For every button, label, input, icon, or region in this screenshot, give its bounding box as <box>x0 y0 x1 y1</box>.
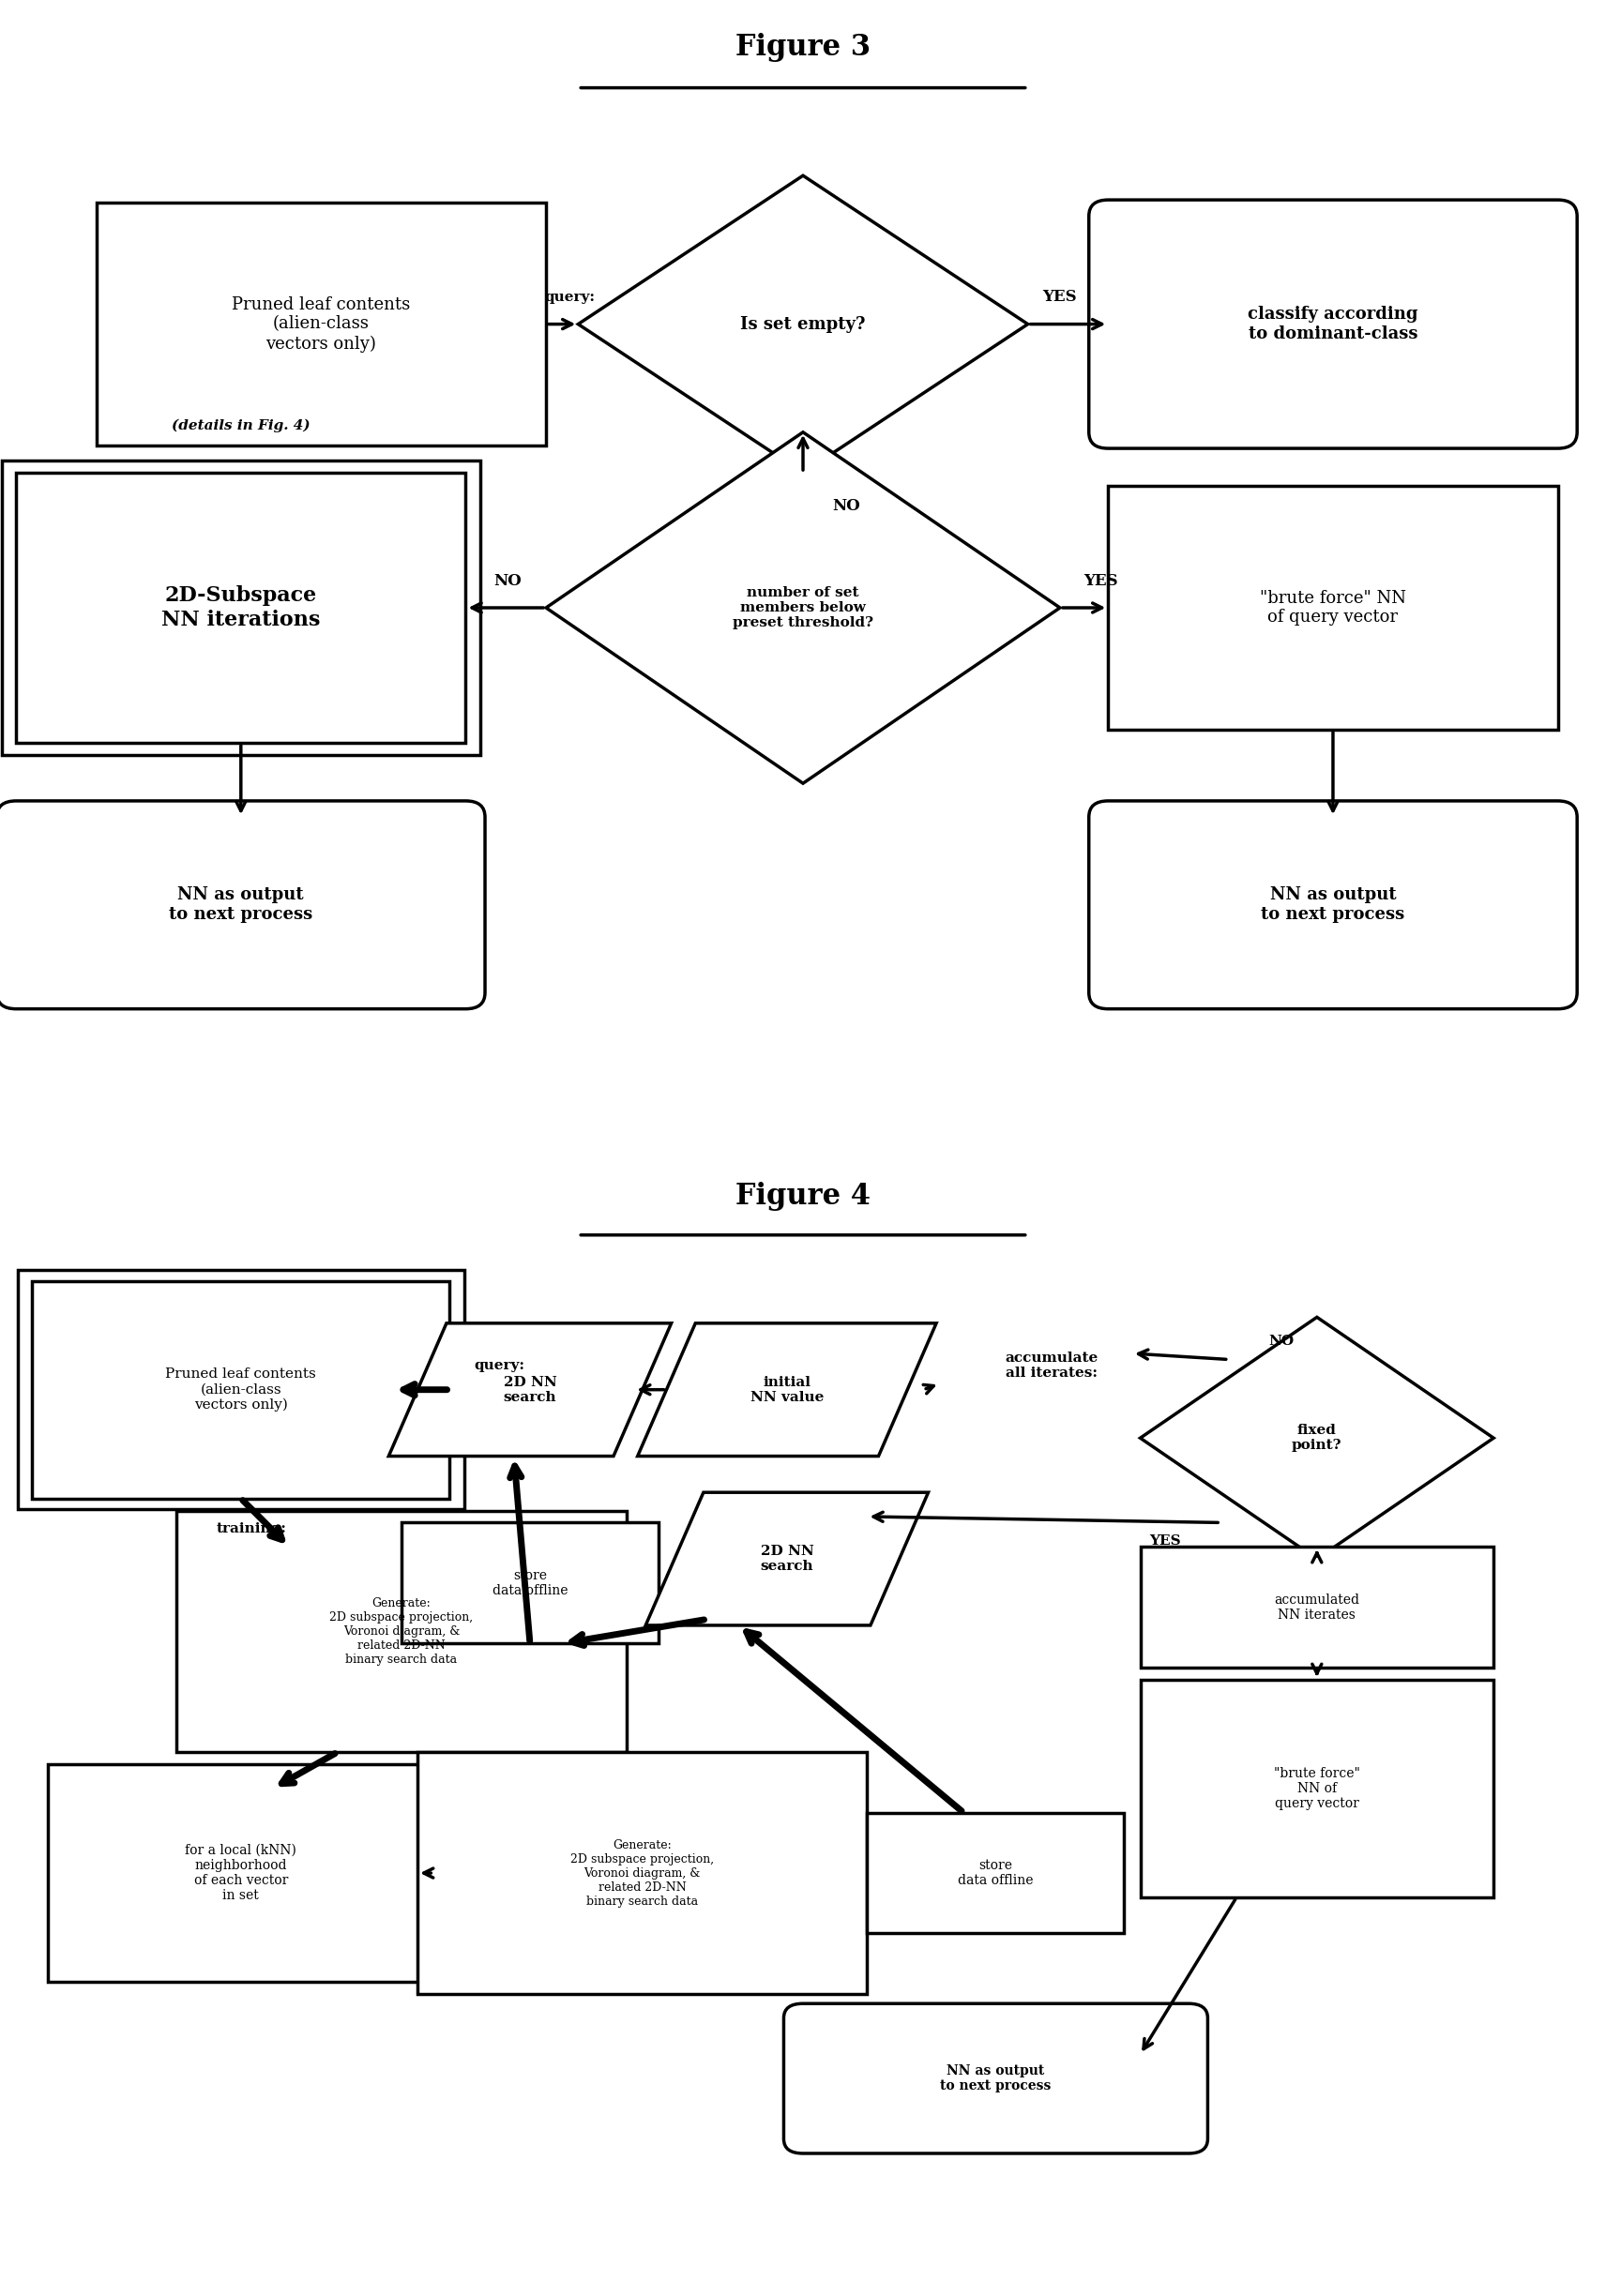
Text: accumulate
all iterates:: accumulate all iterates: <box>1005 1352 1099 1380</box>
Polygon shape <box>646 1492 928 1626</box>
Text: Figure 3: Figure 3 <box>736 32 870 62</box>
FancyBboxPatch shape <box>0 801 485 1008</box>
FancyBboxPatch shape <box>1089 200 1577 448</box>
FancyBboxPatch shape <box>1089 801 1577 1008</box>
Polygon shape <box>578 174 1028 473</box>
Text: 2D-Subspace
NN iterations: 2D-Subspace NN iterations <box>162 585 320 629</box>
Polygon shape <box>1140 1318 1494 1559</box>
Polygon shape <box>638 1322 936 1456</box>
Text: "brute force"
NN of
query vector: "brute force" NN of query vector <box>1274 1766 1360 1809</box>
Bar <box>418 1752 867 1993</box>
Text: fixed
point?: fixed point? <box>1291 1424 1343 1451</box>
Text: store
data offline: store data offline <box>491 1568 569 1598</box>
Bar <box>18 1270 464 1508</box>
Bar <box>1140 1681 1494 1896</box>
Text: YES: YES <box>1084 572 1118 588</box>
Text: 2D NN
search: 2D NN search <box>760 1545 814 1573</box>
Bar <box>867 1812 1124 1933</box>
Text: YES: YES <box>1042 289 1078 305</box>
FancyBboxPatch shape <box>784 2004 1208 2154</box>
Bar <box>16 473 466 744</box>
Bar <box>402 1522 658 1644</box>
Bar <box>32 1281 450 1499</box>
Bar <box>1140 1548 1494 1667</box>
Text: (details in Fig. 4): (details in Fig. 4) <box>172 418 310 432</box>
Text: NO: NO <box>1269 1334 1294 1348</box>
Text: classify according
to dominant-class: classify according to dominant-class <box>1248 305 1418 342</box>
Text: 2D NN
search: 2D NN search <box>503 1375 557 1403</box>
Text: number of set
members below
preset threshold?: number of set members below preset thres… <box>732 585 874 629</box>
Text: Figure 4: Figure 4 <box>736 1182 870 1210</box>
Polygon shape <box>389 1322 671 1456</box>
Text: query:: query: <box>544 292 596 303</box>
Text: "brute force" NN
of query vector: "brute force" NN of query vector <box>1259 590 1407 627</box>
Text: for a local (kNN)
neighborhood
of each vector
in set: for a local (kNN) neighborhood of each v… <box>185 1844 297 1903</box>
Bar <box>177 1511 626 1752</box>
Bar <box>2 461 480 755</box>
Text: accumulated
NN iterates: accumulated NN iterates <box>1274 1593 1360 1621</box>
Text: Pruned leaf contents
(alien-class
vectors only): Pruned leaf contents (alien-class vector… <box>231 296 411 351</box>
Bar <box>48 1763 434 1981</box>
Text: Pruned leaf contents
(alien-class
vectors only): Pruned leaf contents (alien-class vector… <box>165 1368 316 1412</box>
Text: Generate:
2D subspace projection,
Voronoi diagram, &
related 2D-NN
binary search: Generate: 2D subspace projection, Vorono… <box>329 1598 474 1665</box>
Text: training:: training: <box>217 1522 287 1536</box>
Text: Is set empty?: Is set empty? <box>740 315 866 333</box>
Text: NO: NO <box>495 572 522 588</box>
Polygon shape <box>546 432 1060 783</box>
Text: NN as output
to next process: NN as output to next process <box>169 886 313 923</box>
Bar <box>96 202 546 445</box>
Text: query:: query: <box>474 1359 525 1373</box>
Text: Generate:
2D subspace projection,
Voronoi diagram, &
related 2D-NN
binary search: Generate: 2D subspace projection, Vorono… <box>570 1839 715 1908</box>
Text: NO: NO <box>832 498 859 514</box>
Text: initial
NN value: initial NN value <box>750 1375 824 1403</box>
Bar <box>1108 487 1558 730</box>
Text: YES: YES <box>1148 1534 1180 1548</box>
Text: NN as output
to next process: NN as output to next process <box>940 2064 1052 2092</box>
Text: NN as output
to next process: NN as output to next process <box>1261 886 1405 923</box>
Text: store
data offline: store data offline <box>957 1860 1034 1887</box>
